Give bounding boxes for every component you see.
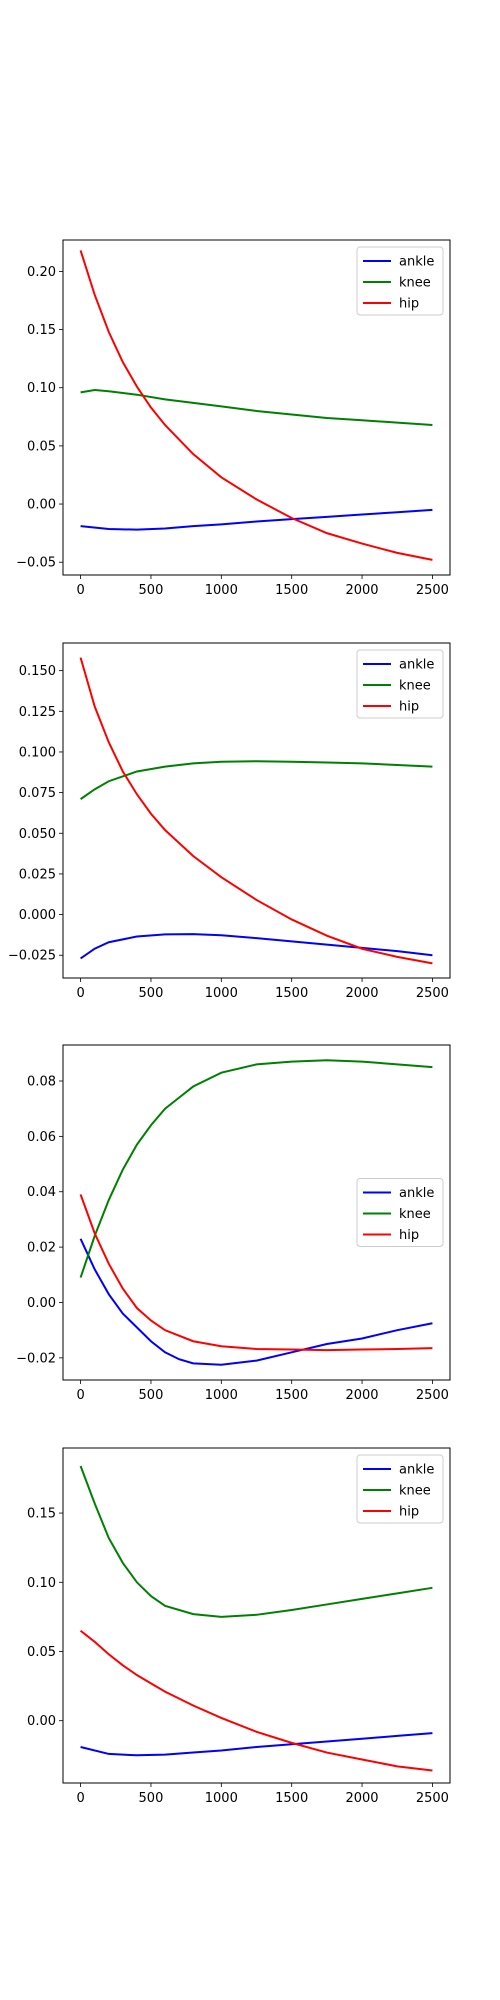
x-tick-label: 1000 bbox=[205, 986, 238, 1001]
legend-label-ankle: ankle bbox=[399, 255, 434, 270]
legend: ankle knee hip bbox=[356, 1178, 444, 1247]
y-tick-label: 0.150 bbox=[19, 664, 56, 679]
y-tick-label: 0.20 bbox=[27, 265, 56, 280]
x-tick-label: 0 bbox=[76, 1388, 84, 1403]
y-tick-label: 0.15 bbox=[27, 1507, 56, 1522]
x-tick-label: 1500 bbox=[275, 583, 308, 598]
legend-label-hip: hip bbox=[399, 1228, 419, 1243]
series-line-ankle bbox=[80, 1732, 433, 1757]
y-tick-label: −0.02 bbox=[16, 1351, 56, 1366]
x-tick-label: 1000 bbox=[205, 1388, 238, 1403]
y-tick-label: 0.00 bbox=[27, 1296, 56, 1311]
y-tick-label: 0.06 bbox=[27, 1130, 56, 1145]
y-tick-label: 0.00 bbox=[27, 498, 56, 513]
y-tick-label: 0.05 bbox=[27, 1645, 56, 1660]
series-line-knee bbox=[80, 760, 433, 800]
y-tick-label: −0.05 bbox=[16, 556, 56, 571]
series-line-ankle bbox=[80, 508, 433, 531]
x-tick-label: 1500 bbox=[275, 1388, 308, 1403]
series-line-knee bbox=[80, 389, 433, 426]
legend: ankle knee hip bbox=[356, 246, 444, 316]
legend-label-knee: knee bbox=[399, 276, 431, 291]
y-tick-label: 0.000 bbox=[19, 908, 56, 923]
x-tick-label: 2500 bbox=[416, 986, 449, 1001]
x-tick-label: 500 bbox=[139, 986, 164, 1001]
y-tick-label: 0.05 bbox=[27, 439, 56, 454]
x-tick-label: 500 bbox=[139, 1791, 164, 1806]
y-tick-label: 0.100 bbox=[19, 745, 56, 760]
legend-label-knee: knee bbox=[399, 1207, 431, 1222]
x-tick-label: 2000 bbox=[345, 1791, 378, 1806]
legend-label-ankle: ankle bbox=[399, 1463, 434, 1478]
x-tick-label: 1500 bbox=[275, 1791, 308, 1806]
x-tick-label: 500 bbox=[139, 1388, 164, 1403]
series-line-hip bbox=[79, 250, 433, 561]
y-tick-label: 0.00 bbox=[27, 1714, 56, 1729]
legend-box bbox=[356, 649, 444, 719]
legend-label-knee: knee bbox=[399, 679, 431, 694]
legend-label-hip: hip bbox=[399, 297, 419, 312]
chart-4: 0 500 1000 1500 2000 2500 0.00 0.05 0.10 0.15 ankl… bbox=[27, 1447, 451, 1806]
legend-box bbox=[356, 1454, 444, 1524]
series-line-knee bbox=[79, 1059, 433, 1278]
x-tick-label: 1000 bbox=[205, 583, 238, 598]
legend-label-hip: hip bbox=[399, 1505, 419, 1520]
legend-box bbox=[356, 1178, 444, 1247]
y-tick-label: 0.075 bbox=[19, 786, 56, 801]
plot-frame bbox=[62, 642, 451, 979]
plot-frame bbox=[62, 239, 451, 576]
series-line-ankle bbox=[79, 1238, 433, 1366]
x-tick-label: 2500 bbox=[416, 1791, 449, 1806]
chart-1: 0 500 1000 1500 2000 2500 −0.05 0.00 0.05 0.10 0.1… bbox=[16, 239, 451, 598]
legend-label-ankle: ankle bbox=[399, 1186, 434, 1201]
y-tick-label: 0.10 bbox=[27, 1576, 56, 1591]
x-tick-label: 1500 bbox=[275, 986, 308, 1001]
legend-label-ankle: ankle bbox=[399, 658, 434, 673]
y-tick-label: 0.10 bbox=[27, 381, 56, 396]
legend-label-knee: knee bbox=[399, 1484, 431, 1499]
plot-frame bbox=[62, 1447, 451, 1784]
chart-2: 0 500 1000 1500 2000 2500 −0.025 0.000 0.025 0.05… bbox=[8, 642, 451, 1001]
x-tick-label: 0 bbox=[76, 1791, 84, 1806]
legend-box bbox=[356, 246, 444, 316]
legend: ankle knee hip bbox=[356, 649, 444, 719]
legend: ankle knee hip bbox=[356, 1454, 444, 1524]
y-tick-label: 0.02 bbox=[27, 1241, 56, 1256]
x-tick-label: 500 bbox=[139, 583, 164, 598]
x-tick-label: 2000 bbox=[345, 583, 378, 598]
chart-3: 0 500 1000 1500 2000 2500 −0.02 0.00 0.02 0.04 0.0… bbox=[16, 1044, 451, 1403]
x-tick-label: 0 bbox=[76, 583, 84, 598]
y-tick-label: 0.025 bbox=[19, 867, 56, 882]
x-tick-label: 2500 bbox=[416, 583, 449, 598]
x-tick-label: 1000 bbox=[205, 1791, 238, 1806]
series-line-ankle bbox=[80, 933, 433, 960]
y-tick-label: 0.15 bbox=[27, 323, 56, 338]
x-tick-label: 0 bbox=[76, 986, 84, 1001]
y-tick-label: −0.025 bbox=[8, 949, 56, 964]
y-tick-label: 0.04 bbox=[27, 1185, 56, 1200]
series-line-hip bbox=[79, 1629, 433, 1772]
x-tick-label: 2000 bbox=[345, 986, 378, 1001]
x-tick-label: 2500 bbox=[416, 1388, 449, 1403]
x-tick-label: 2000 bbox=[345, 1388, 378, 1403]
y-tick-label: 0.08 bbox=[27, 1074, 56, 1089]
y-tick-label: 0.125 bbox=[19, 705, 56, 720]
plot-frame bbox=[62, 1044, 451, 1381]
series-line-hip bbox=[79, 1194, 433, 1352]
series-line-hip bbox=[79, 657, 433, 965]
legend-label-hip: hip bbox=[399, 700, 419, 715]
y-tick-label: 0.050 bbox=[19, 827, 56, 842]
series-line-knee bbox=[79, 1465, 433, 1618]
